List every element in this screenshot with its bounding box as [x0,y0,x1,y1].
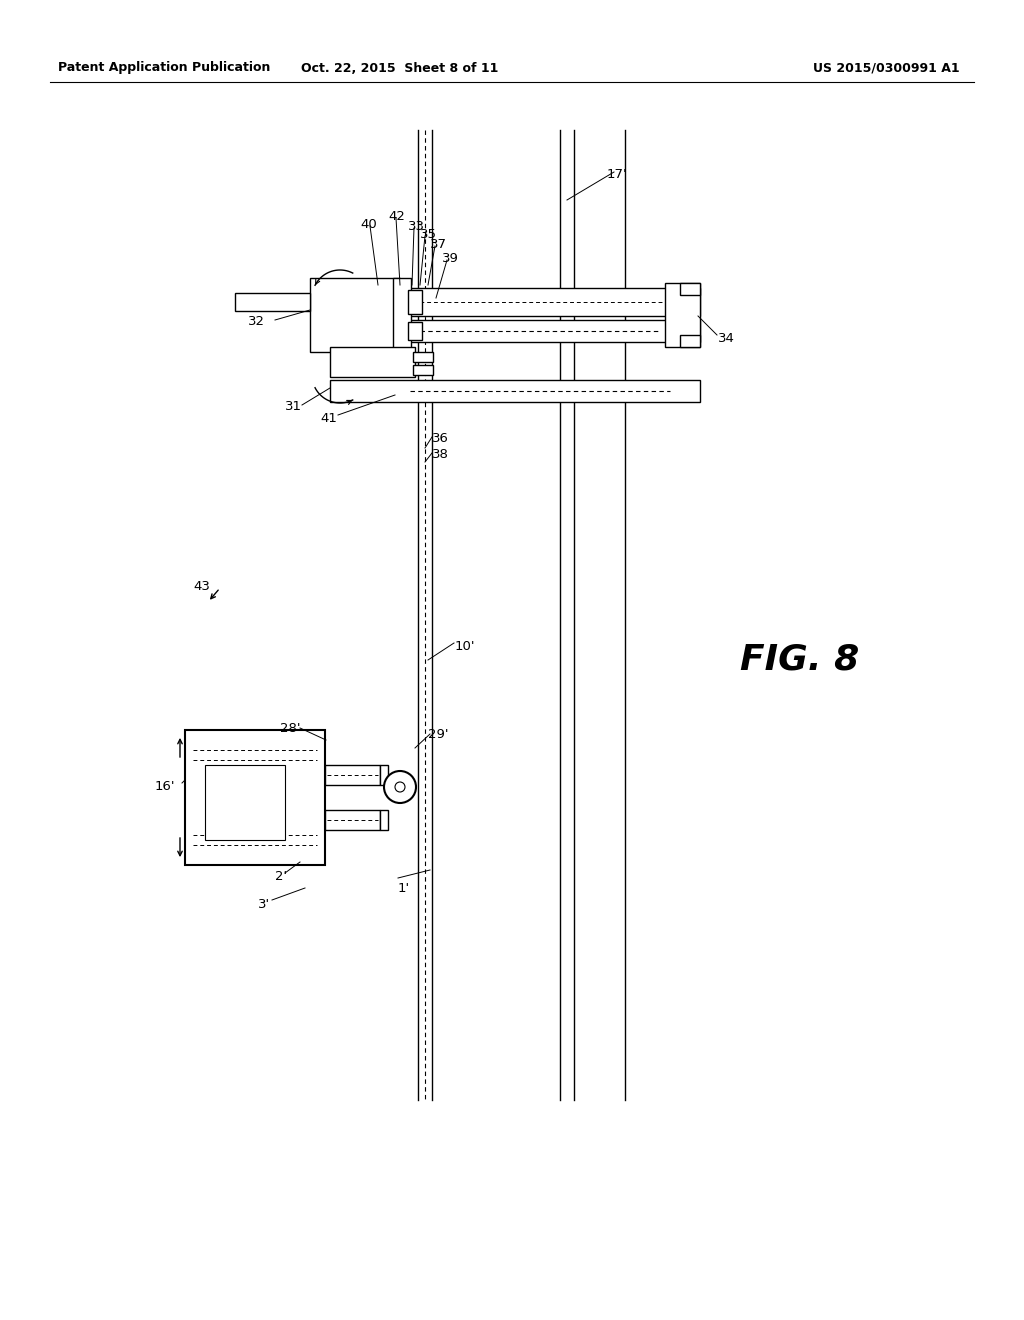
Bar [393,279,411,352]
Text: 35: 35 [420,228,437,242]
Circle shape [395,781,406,792]
Text: 33: 33 [408,220,425,234]
Text: 41: 41 [319,412,337,425]
Bar [185,730,325,865]
Text: 40: 40 [360,218,377,231]
Text: 28': 28' [280,722,300,735]
Text: 37: 37 [430,238,447,251]
Text: 39: 39 [442,252,459,265]
Text: Patent Application Publication: Patent Application Publication [58,62,270,74]
Bar [325,810,380,830]
Text: 17': 17' [607,168,628,181]
Text: 38: 38 [432,447,449,461]
Text: 2': 2' [275,870,287,883]
Text: 42: 42 [388,210,404,223]
Text: 36: 36 [432,432,449,445]
Bar [408,290,422,314]
Text: 3': 3' [258,898,270,911]
Text: 16': 16' [155,780,175,793]
Text: 29': 29' [428,729,449,741]
Bar [413,366,433,375]
Text: 1': 1' [398,882,411,895]
Bar [234,293,310,312]
Bar [408,322,422,341]
Bar [325,766,380,785]
Bar [340,288,700,315]
Bar [330,347,415,378]
Bar [340,319,700,342]
Bar [680,282,700,294]
Text: 43: 43 [193,579,210,593]
Bar [310,279,400,352]
Text: 32: 32 [248,315,265,327]
Bar [413,352,433,362]
Bar [205,766,285,840]
Text: Oct. 22, 2015  Sheet 8 of 11: Oct. 22, 2015 Sheet 8 of 11 [301,62,499,74]
Bar [380,766,388,785]
Text: 31: 31 [285,400,302,413]
Bar [380,810,388,830]
Bar [665,282,700,347]
Bar [680,335,700,347]
Circle shape [384,771,416,803]
Text: US 2015/0300991 A1: US 2015/0300991 A1 [813,62,961,74]
Text: 10': 10' [455,640,475,653]
Bar [330,380,700,403]
Text: 34: 34 [718,333,735,345]
Text: FIG. 8: FIG. 8 [740,643,859,677]
